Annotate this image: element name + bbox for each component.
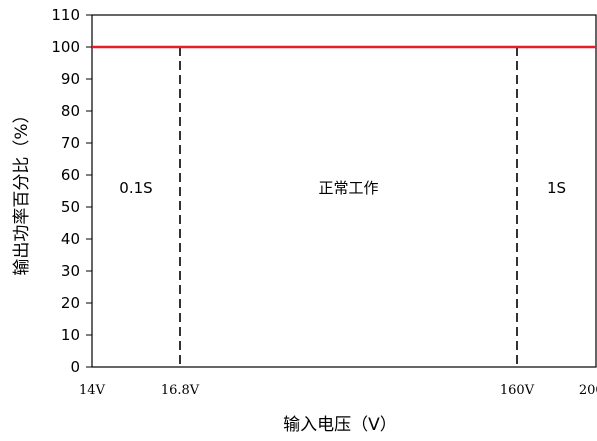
y-tick-label: 60 [61, 166, 80, 184]
y-tick-label: 80 [61, 102, 80, 120]
y-axis: 0 10 20 30 40 50 60 70 80 90 100 110 [51, 6, 92, 376]
y-tick-label: 40 [61, 230, 80, 248]
y-tick-label: 20 [61, 294, 80, 312]
x-tick-label: 16.8V [161, 383, 200, 398]
y-tick-label: 50 [61, 198, 80, 216]
region-labels: 0.1S 正常工作 1S [119, 179, 566, 197]
y-axis-title: 输出功率百分比（%） [12, 106, 32, 275]
x-axis-title: 输入电压（V） [283, 415, 397, 435]
region-label: 正常工作 [318, 179, 378, 197]
y-tick-label: 100 [51, 38, 80, 56]
region-label: 1S [547, 179, 566, 197]
plot-area-border [91, 14, 597, 368]
boundary-lines [179, 47, 518, 367]
region-label: 0.1S [119, 179, 152, 197]
y-tick-label: 0 [70, 358, 80, 376]
y-tick-label: 90 [61, 70, 80, 88]
y-tick-label: 10 [61, 326, 80, 344]
x-axis: 14V 16.8V 160V 200V [79, 383, 597, 398]
plot-frame [91, 14, 597, 368]
x-tick-label: 200V [579, 383, 597, 398]
y-tick-label: 30 [61, 262, 80, 280]
x-tick-label: 160V [500, 383, 535, 398]
y-tick-label: 110 [51, 6, 80, 24]
x-tick-label: 14V [79, 383, 106, 398]
y-tick-label: 70 [61, 134, 80, 152]
